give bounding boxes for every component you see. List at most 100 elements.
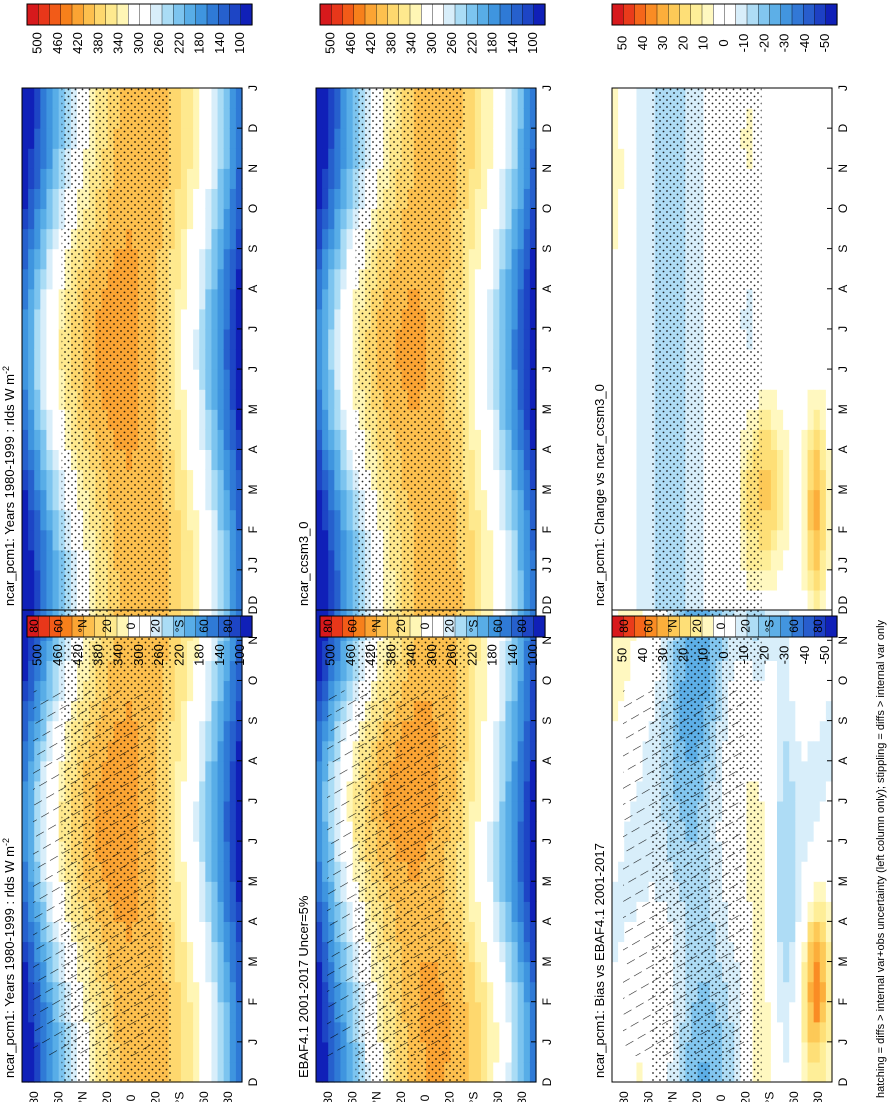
heatmap-cell [499, 680, 506, 701]
heatmap-cell [175, 821, 182, 842]
heatmap-cell [795, 1042, 802, 1063]
heatmap-cell [193, 409, 200, 430]
heatmap-cell [187, 188, 194, 209]
heatmap-cell [524, 761, 531, 782]
heatmap-cell [487, 449, 494, 470]
heatmap-cell [205, 680, 212, 701]
colorbar-label: 500 [30, 644, 45, 666]
colorbar-swatch [421, 4, 433, 25]
heatmap-cell [814, 941, 821, 962]
month-tick-label: M [540, 404, 554, 414]
heatmap-cell [316, 821, 323, 842]
heatmap-cell [795, 982, 802, 1003]
lat-tick-label: 80 [321, 1091, 335, 1102]
heatmap-cell [316, 881, 323, 902]
heatmap-cell [199, 721, 206, 742]
heatmap-cell [53, 590, 60, 611]
heatmap-cell [783, 982, 790, 1003]
colorbar-swatch [83, 4, 95, 25]
heatmap-cell [328, 530, 335, 551]
heatmap-cell [187, 1022, 194, 1043]
heatmap-cell [340, 570, 347, 591]
heatmap-cell [230, 208, 237, 229]
heatmap-cell [22, 680, 29, 701]
heatmap-cell [475, 570, 482, 591]
heatmap-cell [512, 389, 519, 410]
heatmap-cell [230, 801, 237, 822]
heatmap-cell [795, 741, 802, 762]
heatmap-cell [211, 208, 218, 229]
heatmap-cell [230, 168, 237, 189]
heatmap-cell [487, 590, 494, 611]
heatmap-cell [524, 550, 531, 571]
heatmap-cell [224, 429, 231, 450]
heatmap-cell [46, 349, 53, 370]
heatmap-cell [22, 1022, 29, 1043]
heatmap-cell [469, 208, 476, 229]
heatmap-cell [205, 469, 212, 490]
heatmap-cell [481, 369, 488, 390]
heatmap-cell [505, 208, 512, 229]
heatmap-cell [328, 329, 335, 350]
heatmap-cell [199, 1062, 206, 1083]
heatmap-cell [28, 389, 35, 410]
heatmap-cell [211, 148, 218, 169]
heatmap-cell [34, 168, 41, 189]
heatmap-cell [224, 982, 231, 1003]
heatmap-cell [487, 309, 494, 330]
heatmap-cell [22, 369, 29, 390]
heatmap-cell [224, 168, 231, 189]
colorbar-label: 460 [343, 644, 358, 666]
heatmap-cell [199, 761, 206, 782]
heatmap-cell [181, 409, 188, 430]
lat-tick-label: °N [76, 1091, 90, 1102]
heatmap-cell [512, 409, 519, 430]
heatmap-cell [808, 881, 815, 902]
heatmap-cell [505, 1042, 512, 1063]
colorbar-swatch [196, 4, 208, 25]
heatmap-cell [487, 530, 494, 551]
heatmap-cell [46, 128, 53, 149]
heatmap-cell [218, 389, 225, 410]
heatmap-cell [771, 1042, 778, 1063]
heatmap-cell [499, 389, 506, 410]
heatmap-cell [795, 881, 802, 902]
heatmap-cell [524, 1022, 531, 1043]
heatmap-cell [328, 1062, 335, 1083]
heatmap-cell [505, 128, 512, 149]
heatmap-cell [493, 530, 500, 551]
heatmap-cell [199, 389, 206, 410]
heatmap-cell [499, 128, 506, 149]
heatmap-cell [193, 329, 200, 350]
heatmap-cell [218, 1002, 225, 1023]
heatmap-cell [630, 660, 637, 681]
heatmap-cell [53, 88, 60, 109]
heatmap-cell [524, 590, 531, 611]
lat-tick-label: 80 [221, 619, 235, 633]
heatmap-cell [347, 490, 354, 511]
heatmap-cell [175, 289, 182, 310]
heatmap-cell [475, 289, 482, 310]
heatmap-cell [175, 349, 182, 370]
heatmap-cell [518, 550, 525, 571]
heatmap-cell [475, 901, 482, 922]
heatmap-cell [328, 409, 335, 430]
heatmap-cell [487, 409, 494, 430]
heatmap-cell [322, 409, 329, 430]
colorbar-label: 140 [505, 644, 520, 666]
heatmap-cell [505, 88, 512, 109]
heatmap-cell [34, 289, 41, 310]
heatmap-cell [230, 88, 237, 109]
heatmap-cell [783, 1062, 790, 1083]
heatmap-cell [795, 801, 802, 822]
heatmap-cell [493, 108, 500, 129]
heatmap-cell [199, 1042, 206, 1063]
heatmap-cell [612, 781, 619, 802]
heatmap-cell [487, 1042, 494, 1063]
heatmap-cell [512, 349, 519, 370]
heatmap-cell [347, 208, 354, 229]
heatmap-cell [808, 941, 815, 962]
heatmap-cell [499, 289, 506, 310]
heatmap-cell [512, 108, 519, 129]
